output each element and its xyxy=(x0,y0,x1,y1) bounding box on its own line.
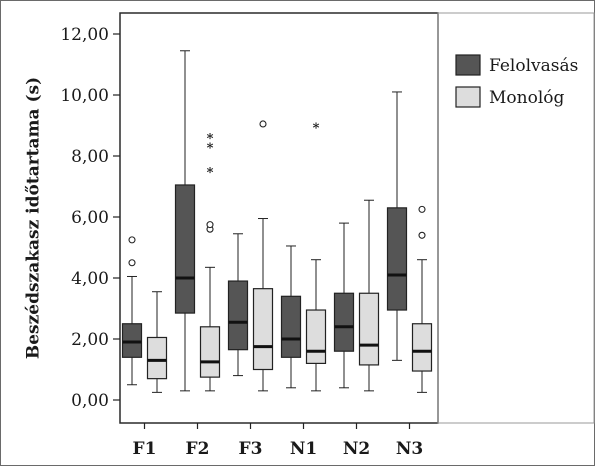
y-tick-label: 12,00 xyxy=(60,25,109,45)
box-F2-0 xyxy=(174,50,196,392)
box-iqr xyxy=(227,280,249,351)
box-F3-1 xyxy=(252,120,274,392)
extreme-point: * xyxy=(207,141,214,156)
box-group: **** xyxy=(121,50,433,393)
legend: Felolvasás Monológ xyxy=(455,54,578,108)
box-iqr xyxy=(252,288,274,371)
outlier-point xyxy=(128,236,136,244)
box-N1-1: * xyxy=(305,121,327,392)
outlier-point xyxy=(418,205,426,213)
box-F1-0 xyxy=(121,236,143,386)
legend-label-felolvasas: Felolvasás xyxy=(489,56,578,76)
box-F3-0 xyxy=(227,233,249,377)
legend-swatch-monolog xyxy=(455,86,481,108)
box-iqr xyxy=(121,323,143,358)
outlier-point xyxy=(206,221,214,229)
outlier-point xyxy=(128,259,136,267)
x-tick-label: N3 xyxy=(396,439,423,459)
box-iqr xyxy=(333,292,355,352)
x-tick-label: F1 xyxy=(133,439,157,459)
y-tick-label: 0,00 xyxy=(71,391,109,411)
box-iqr xyxy=(305,309,327,364)
box-N3-0 xyxy=(386,91,408,361)
y-tick-label: 8,00 xyxy=(71,147,109,167)
box-N2-0 xyxy=(333,222,355,389)
extreme-point: * xyxy=(207,132,214,147)
x-tick-label: N2 xyxy=(343,439,370,459)
extreme-point: * xyxy=(313,121,320,136)
outlier-point xyxy=(259,120,267,128)
y-axis: 0,00 2,00 4,00 6,00 8,00 10,00 12,00 xyxy=(60,25,120,411)
box-iqr xyxy=(146,336,168,380)
box-iqr xyxy=(411,323,433,372)
box-iqr xyxy=(386,207,408,311)
outlier-point xyxy=(418,231,426,239)
legend-frame xyxy=(437,12,595,424)
x-tick-label: F2 xyxy=(186,439,210,459)
box-iqr xyxy=(280,295,302,358)
box-F2-1: *** xyxy=(199,132,221,392)
legend-label-monolog: Monológ xyxy=(489,88,564,108)
box-iqr xyxy=(358,292,380,366)
x-tick-label: N1 xyxy=(290,439,317,459)
y-tick-label: 10,00 xyxy=(60,86,109,106)
y-tick-label: 6,00 xyxy=(71,208,109,228)
y-tick-label: 2,00 xyxy=(71,330,109,350)
box-N1-0 xyxy=(280,245,302,389)
y-tick-label: 4,00 xyxy=(71,269,109,289)
extreme-point: * xyxy=(207,165,214,180)
box-F1-1 xyxy=(146,291,168,393)
y-axis-label: Beszédszakasz időtartama (s) xyxy=(24,77,44,359)
x-axis: F1 F2 F3 N1 N2 N3 xyxy=(133,423,423,459)
legend-swatch-felolvasas xyxy=(455,54,481,76)
box-N2-1 xyxy=(358,199,380,392)
box-iqr xyxy=(174,184,196,314)
box-iqr xyxy=(199,326,221,378)
box-N3-1 xyxy=(411,205,433,393)
x-tick-label: F3 xyxy=(239,439,263,459)
